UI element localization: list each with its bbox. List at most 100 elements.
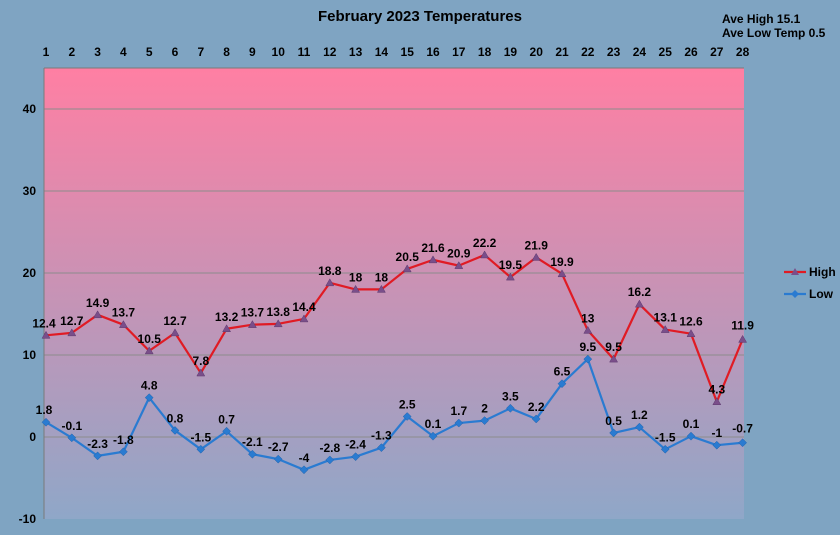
high-data-label: 21.9 xyxy=(525,238,549,252)
low-point xyxy=(299,465,309,475)
x-tick-label: 22 xyxy=(581,45,595,59)
low-point xyxy=(93,451,102,461)
high-data-label: 16.2 xyxy=(628,285,652,299)
x-tick-label: 8 xyxy=(223,45,230,59)
high-point xyxy=(170,328,180,337)
y-tick-label: -10 xyxy=(19,512,37,526)
x-tick-label: 20 xyxy=(530,45,544,59)
high-data-label: 21.6 xyxy=(421,241,445,255)
high-point xyxy=(67,328,77,337)
high-data-label: 13.2 xyxy=(215,310,239,324)
x-tick-label: 28 xyxy=(736,45,750,59)
low-point xyxy=(222,426,231,436)
high-data-label: 20.5 xyxy=(396,250,420,264)
legend-marker-high xyxy=(791,268,799,275)
x-tick-label: 9 xyxy=(249,45,256,59)
high-data-label: 13 xyxy=(581,311,595,325)
low-point xyxy=(583,354,593,364)
low-data-label: 0.8 xyxy=(167,411,184,425)
low-point xyxy=(712,440,722,450)
low-data-label: 1.2 xyxy=(631,408,648,422)
low-point xyxy=(454,418,464,428)
x-tick-label: 1 xyxy=(43,45,50,59)
low-data-label: 1.7 xyxy=(450,404,467,418)
low-data-label: 0.5 xyxy=(605,414,622,428)
x-tick-label: 16 xyxy=(426,45,440,59)
low-point xyxy=(67,433,77,443)
low-point xyxy=(170,426,180,435)
high-point xyxy=(454,261,464,269)
high-data-label: 12.7 xyxy=(60,314,84,328)
low-data-label: -1.3 xyxy=(371,429,392,443)
high-data-label: 12.6 xyxy=(679,315,703,329)
high-data-label: 19.9 xyxy=(550,255,574,269)
legend-marker-low xyxy=(791,290,799,298)
high-data-label: 13.7 xyxy=(112,306,136,320)
high-point xyxy=(325,278,335,287)
x-tick-label: 26 xyxy=(684,45,698,59)
y-tick-label: 0 xyxy=(29,430,36,444)
low-point xyxy=(41,417,51,427)
high-point xyxy=(660,325,670,333)
low-data-label: 2.5 xyxy=(399,398,416,412)
y-tick-label: 20 xyxy=(23,266,37,280)
legend-label-high: High xyxy=(809,265,836,279)
low-point xyxy=(635,422,644,432)
high-data-label: 4.3 xyxy=(708,383,725,397)
y-tick-label: 10 xyxy=(23,348,37,362)
x-tick-label: 3 xyxy=(94,45,101,59)
high-point xyxy=(351,284,361,293)
series-line-low xyxy=(45,358,743,471)
low-data-label: -0.7 xyxy=(732,422,753,436)
low-point xyxy=(273,454,283,464)
low-data-label: -1.5 xyxy=(190,430,211,444)
low-data-label: -1.8 xyxy=(113,433,134,447)
low-data-label: 0.1 xyxy=(683,417,700,431)
high-point xyxy=(196,368,206,377)
low-data-label: 2.2 xyxy=(528,400,545,414)
x-tick-label: 2 xyxy=(68,45,75,59)
high-data-label: 18 xyxy=(349,270,363,284)
high-data-label: 13.8 xyxy=(267,305,291,319)
low-point xyxy=(402,412,412,421)
low-point xyxy=(144,393,154,402)
high-point xyxy=(505,272,515,281)
high-data-label: 14.9 xyxy=(86,296,110,310)
high-data-label: 13.1 xyxy=(654,311,678,325)
high-data-label: 7.8 xyxy=(192,354,209,368)
high-data-label: 14.4 xyxy=(292,300,316,314)
low-data-label: 3.5 xyxy=(502,389,519,403)
y-tick-label: 30 xyxy=(23,184,37,198)
low-point xyxy=(660,444,670,454)
plot-area xyxy=(44,68,744,519)
low-point xyxy=(325,455,335,465)
ave-low-text: Ave Low Temp 0.5 xyxy=(722,26,826,40)
high-point xyxy=(247,320,257,328)
high-point xyxy=(557,269,567,278)
x-tick-label: 24 xyxy=(633,45,647,59)
low-data-label: -1 xyxy=(711,426,722,440)
x-tick-label: 5 xyxy=(146,45,153,59)
high-point xyxy=(273,319,283,328)
low-point xyxy=(557,379,567,389)
low-data-label: -2.8 xyxy=(319,441,340,455)
x-tick-label: 6 xyxy=(172,45,179,59)
low-data-label: 4.8 xyxy=(141,379,158,393)
low-point xyxy=(377,443,386,453)
high-data-label: 12.7 xyxy=(163,314,187,328)
high-point xyxy=(41,330,51,339)
ave-high-text: Ave High 15.1 xyxy=(722,12,801,26)
low-point xyxy=(428,431,438,441)
low-data-label: -2.4 xyxy=(345,438,366,452)
x-tick-label: 15 xyxy=(401,45,415,59)
high-point xyxy=(428,255,438,264)
low-point xyxy=(738,438,747,448)
x-tick-label: 18 xyxy=(478,45,492,59)
low-data-label: -1.5 xyxy=(655,430,676,444)
low-data-label: 2 xyxy=(481,402,488,416)
x-tick-label: 14 xyxy=(375,45,389,59)
low-point xyxy=(609,428,618,438)
x-tick-label: 19 xyxy=(504,45,518,59)
